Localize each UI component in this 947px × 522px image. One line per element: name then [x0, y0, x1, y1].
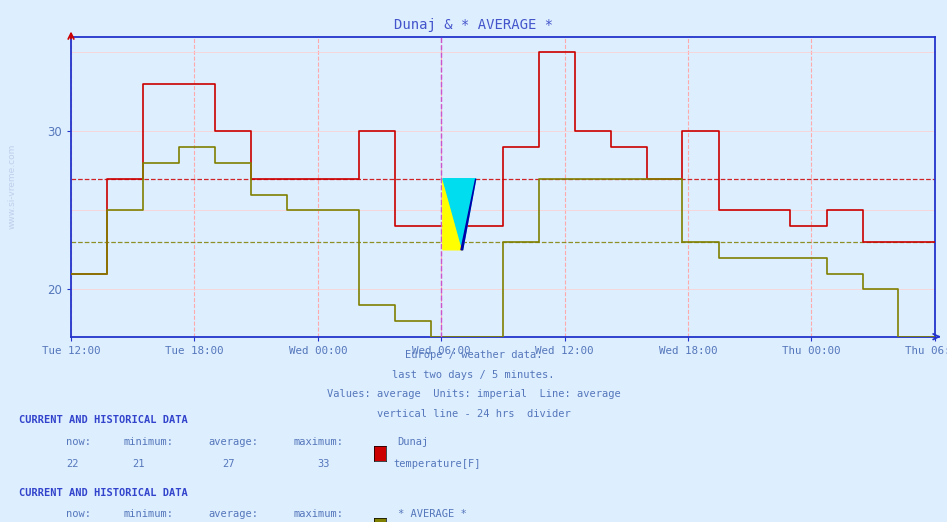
Text: 27: 27 [223, 459, 235, 469]
Text: now:: now: [66, 509, 91, 519]
Text: www.si-vreme.com: www.si-vreme.com [8, 144, 17, 229]
Text: 33: 33 [317, 459, 330, 469]
Text: now:: now: [66, 437, 91, 447]
Polygon shape [443, 179, 475, 250]
Text: 21: 21 [133, 459, 145, 469]
Text: temperature[F]: temperature[F] [393, 459, 480, 469]
Text: Dunaj & * AVERAGE *: Dunaj & * AVERAGE * [394, 18, 553, 32]
Text: CURRENT AND HISTORICAL DATA: CURRENT AND HISTORICAL DATA [19, 415, 188, 425]
Text: vertical line - 24 hrs  divider: vertical line - 24 hrs divider [377, 409, 570, 419]
Polygon shape [461, 179, 475, 250]
Polygon shape [443, 179, 462, 250]
Text: average:: average: [208, 437, 259, 447]
Text: Values: average  Units: imperial  Line: average: Values: average Units: imperial Line: av… [327, 389, 620, 399]
Text: * AVERAGE *: * AVERAGE * [398, 509, 467, 519]
Text: 22: 22 [66, 459, 79, 469]
Text: maximum:: maximum: [294, 509, 344, 519]
Text: maximum:: maximum: [294, 437, 344, 447]
Text: Dunaj: Dunaj [398, 437, 429, 447]
Text: minimum:: minimum: [123, 437, 173, 447]
Text: average:: average: [208, 509, 259, 519]
Text: last two days / 5 minutes.: last two days / 5 minutes. [392, 370, 555, 379]
Text: Europe / weather data.: Europe / weather data. [404, 350, 543, 360]
Text: minimum:: minimum: [123, 509, 173, 519]
Text: CURRENT AND HISTORICAL DATA: CURRENT AND HISTORICAL DATA [19, 488, 188, 497]
